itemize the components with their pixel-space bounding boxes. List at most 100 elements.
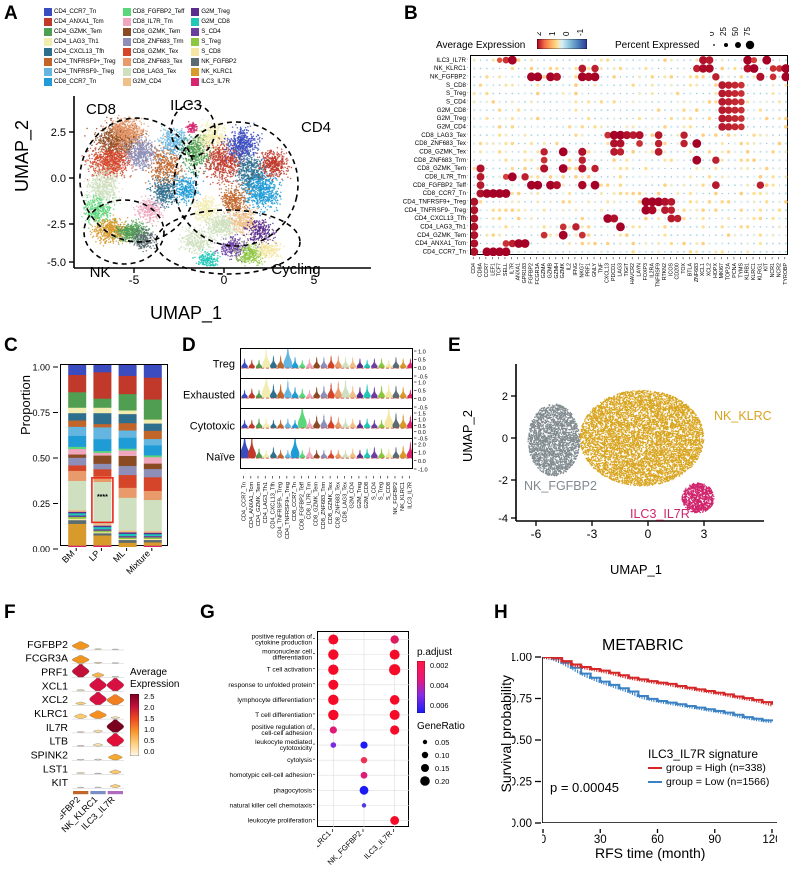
legend-label: CD8_CCR7_Tn (54, 78, 96, 85)
panel-g-padjust-ticks: 0.002 0.004 0.006 (428, 658, 462, 716)
panel-g-dotplot (317, 631, 410, 828)
svg-text:-2.5: -2.5 (47, 219, 66, 231)
panel-c-letter: C (4, 336, 18, 355)
panel-d-violin-row (240, 408, 413, 439)
panel-h-pvalue: p = 0.00045 (550, 780, 619, 795)
legend-label: CD4_LAG3_Th1 (54, 38, 99, 45)
panel-d-yticks: 1.0 0.5 0.0 -0.5 1.0 0.5 0.0 -0.5 1.5 1.0 0.5 0.0 -0… (414, 348, 438, 474)
panel-a-ylabel: UMAP_2 (12, 120, 33, 192)
panel-f-legend-title-2: Expression (130, 679, 179, 690)
legend-label: G2M_CD8 (201, 18, 230, 25)
legend-label: CD4_GZMK_Tem (54, 28, 102, 35)
panel-b-row-labels: ILC3_IL7R NK_KLRC1 NK_FGFBP2 S_CD8 S_Treg S_C… (400, 55, 468, 255)
legend-label: CD4_CXCL13_Tfh (54, 48, 104, 55)
panel-h-legend-title: ILC3_IL7R signature (648, 747, 758, 761)
panel-h-km-plot (542, 657, 777, 823)
legend-item[interactable]: CD4_CXCL13_Tfh (44, 47, 116, 56)
panel-f-letter: F (4, 603, 16, 622)
panel-b-avg-colorbar (537, 39, 587, 49)
legend-label: G2M_CD4 (133, 78, 162, 85)
panel-a: CD4_CCR7_Tn CD4_ANXA1_Tcm CD4_GZMK_Tem CD4_… (0, 0, 400, 325)
legend-item[interactable]: S_CD8 (191, 47, 236, 56)
legend-item[interactable]: CD8_GZMK_Tex (122, 47, 185, 56)
legend-label: group = High (n=338) (666, 762, 766, 774)
panel-d: Treg Exhausted Cytotoxic Naïve 1.0 0.5 0.0 -0.… (178, 330, 440, 590)
legend-label: S_CD4 (201, 28, 221, 35)
legend-item[interactable]: CD4_CCR7_Tn (44, 7, 116, 16)
legend-item[interactable]: NK_KLRC1 (191, 67, 236, 76)
legend-item[interactable]: CD8_LAG3_Tex (122, 67, 185, 76)
legend-swatch (122, 7, 131, 16)
svg-text:5: 5 (311, 273, 318, 287)
legend-swatch (191, 17, 200, 26)
legend-item[interactable]: S_Treg (191, 37, 236, 46)
legend-swatch (44, 27, 52, 36)
legend-item[interactable]: CD4_LAG3_Th1 (44, 37, 116, 46)
legend-label: CD8_FGFBP2_Teff (133, 8, 185, 15)
panel-g-generatio-title: GeneRatio (417, 721, 465, 732)
legend-swatch (191, 57, 200, 66)
panel-c-stacked-bars: **** (60, 364, 168, 547)
panel-d-violin-row (240, 378, 413, 409)
panel-e-ylabel: UMAP_2 (460, 410, 475, 462)
panel-c-xticks: BM LP ML Mixture (60, 548, 168, 588)
panel-b-pct-ticks: 0255075 (710, 20, 758, 38)
legend-swatch (44, 47, 52, 56)
panel-f-stacked-violins (72, 637, 124, 789)
legend-marker (648, 767, 662, 769)
legend-item[interactable]: CD8_GZMK_Tem (122, 27, 185, 36)
legend-label: G2M_Treg (201, 8, 230, 15)
panel-g: positive regulation of cytokine productio… (195, 595, 490, 884)
panel-h: METABRIC Survival probability 1.00 0.75 0.… (490, 595, 791, 884)
panel-h-yticks: 1.00 0.75 0.50 0.25 0.00 (512, 653, 542, 827)
legend-label: NK_FGFBP2 (201, 58, 236, 65)
legend-label: CD4_ANXA1_Tcm (54, 18, 104, 25)
legend-item[interactable]: G2M_CD8 (191, 17, 236, 26)
panel-h-legend-item[interactable]: group = High (n=338) (648, 761, 788, 775)
legend-item[interactable]: CD4_ANXA1_Tcm (44, 17, 116, 26)
legend-label: group = Low (n=1566) (666, 776, 769, 788)
legend-item[interactable]: G2M_CD4 (122, 77, 185, 86)
panel-b: Average Expression 210-1 Percent Express… (400, 0, 791, 330)
legend-item[interactable]: CD4_TNFRSF9+_Treg (44, 57, 116, 66)
panel-f-group-labels: NK_FGFBP2 NK_KLRC1 ILC3_IL7R (60, 797, 150, 857)
panel-h-xlabel: RFS time (month) (595, 845, 705, 861)
panel-b-pct-dots (710, 38, 758, 50)
legend-swatch (191, 37, 200, 46)
legend-swatch (122, 27, 131, 36)
panel-b-avg-ticks: 210-1 (537, 22, 587, 38)
legend-item[interactable]: CD8_CCR7_Tn (44, 77, 116, 86)
panel-f: FGFBP2 FCGR3A PRF1 XCL1 XCL2 KLRC1 IL7R LTB SPIN… (0, 595, 200, 884)
legend-item[interactable]: NK_FGFBP2 (191, 57, 237, 66)
legend-label: S_Treg (201, 38, 221, 45)
legend-label: S_CD8 (201, 48, 221, 55)
legend-swatch (191, 7, 200, 16)
panel-g-term-labels: positive regulation of cytokine productio… (195, 631, 315, 827)
legend-swatch (122, 67, 131, 76)
panel-a-xlabel: UMAP_1 (150, 303, 222, 324)
panel-d-violin-row (240, 438, 413, 469)
legend-item[interactable]: CD8_ZNF683_Trm (122, 37, 185, 46)
legend-item[interactable]: S_CD4 (191, 27, 236, 36)
legend-swatch (44, 57, 52, 66)
panel-b-col-labels: CD4 CD8A CCR7 LEF1 TCF7 SELL IL7R ANXA1 GPR183 FG… (470, 257, 788, 327)
legend-label: NK_KLRC1 (201, 68, 232, 75)
panel-h-legend-item[interactable]: group = Low (n=1566) (648, 775, 788, 789)
legend-swatch (44, 17, 52, 26)
legend-swatch (191, 47, 200, 56)
panel-g-letter: G (200, 603, 215, 622)
legend-item[interactable]: CD4_GZMK_Tem (44, 27, 116, 36)
legend-item[interactable]: CD8_IL7R_Tm (122, 17, 185, 26)
legend-item[interactable]: CD4_TNFRSF9-_Treg (44, 67, 116, 76)
panel-d-violin-row (240, 348, 413, 379)
legend-item[interactable]: ILC3_IL7R (191, 77, 236, 86)
legend-item[interactable]: CD8_ZNF683_Tex (122, 57, 185, 66)
panel-d-violin-rows (240, 348, 413, 474)
panel-d-xticks: CD4_CCR7_Tn CD4_ANXA1_Tcm CD4_GZMK_Tem CD4_… (240, 476, 413, 576)
legend-item[interactable]: G2M_Treg (191, 7, 236, 16)
panel-h-legend: group = High (n=338) group = Low (n=1566) (648, 761, 788, 791)
legend-swatch (191, 67, 200, 76)
panel-f-group-bars (72, 791, 124, 795)
panel-d-letter: D (182, 336, 196, 355)
legend-item[interactable]: CD8_FGFBP2_Teff (122, 7, 185, 16)
